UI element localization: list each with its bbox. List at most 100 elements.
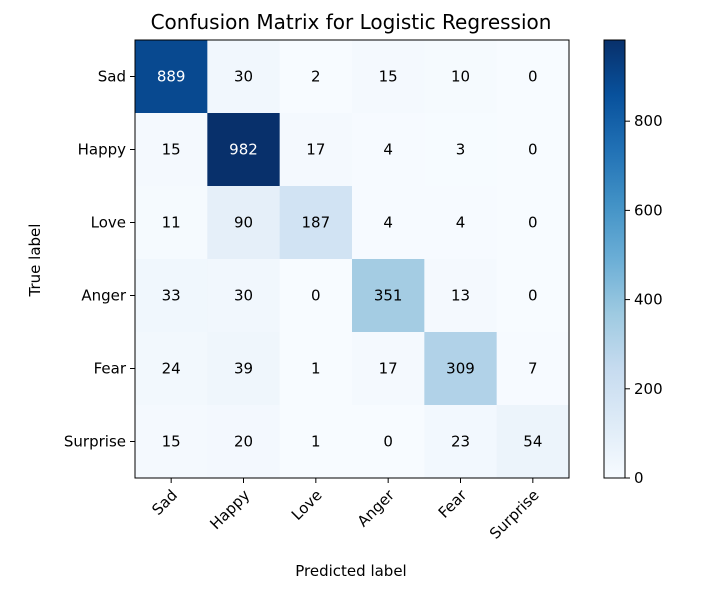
cell-value-label: 982	[229, 141, 258, 159]
y-tick-label: Sad	[98, 68, 126, 86]
x-tick-label: Anger	[354, 486, 399, 531]
heatmap-cell	[207, 259, 281, 333]
cell-value-label: 351	[374, 287, 403, 305]
plot-frame	[134, 39, 570, 479]
cell-value-label: 187	[302, 214, 331, 232]
heatmap-cell	[207, 113, 281, 187]
colorbar-frame	[603, 39, 626, 479]
heatmap-cell	[207, 40, 281, 114]
heatmap-cell	[424, 40, 498, 114]
cell-value-label: 0	[528, 287, 538, 305]
cell-value-label: 0	[528, 141, 538, 159]
cell-value-label: 15	[379, 68, 398, 86]
colorbar-ticks: 0 200 400 600 800	[625, 112, 663, 487]
heatmap-cell	[496, 113, 570, 187]
heatmap-cell	[279, 405, 353, 479]
heatmap-cells: 889 30 2 15 10 015 982 17 4 3 011 90 187 4 4 033 30 0 351 1…	[135, 40, 570, 479]
x-axis-label: Predicted label	[295, 562, 406, 580]
cell-value-label: 13	[451, 287, 470, 305]
cell-value-label: 90	[234, 214, 253, 232]
heatmap-cell	[424, 259, 498, 333]
heatmap-cell	[279, 186, 353, 260]
y-tick-label: Fear	[94, 360, 127, 378]
cell-value-label: 10	[451, 68, 470, 86]
heatmap-cell	[135, 332, 208, 406]
y-axis-label: True label	[26, 224, 44, 298]
heatmap-cell	[279, 259, 353, 333]
colorbar	[604, 40, 625, 478]
cell-value-label: 17	[306, 141, 325, 159]
cell-value-label: 24	[162, 360, 181, 378]
cell-value-label: 3	[456, 141, 466, 159]
cell-value-label: 11	[162, 214, 181, 232]
cell-value-label: 0	[383, 433, 393, 451]
colorbar-tick-label: 800	[634, 112, 663, 130]
x-tick-label: Fear	[435, 486, 471, 522]
heatmap-cell	[424, 332, 498, 406]
cell-value-label: 33	[162, 287, 181, 305]
heatmap-cell	[496, 259, 570, 333]
heatmap-cell	[207, 405, 281, 479]
cell-value-label: 20	[234, 433, 253, 451]
y-tick-label: Surprise	[64, 433, 126, 451]
cell-value-label: 1	[311, 433, 321, 451]
cell-value-label: 309	[446, 360, 475, 378]
heatmap-cell	[352, 332, 425, 406]
heatmap-cell	[135, 40, 208, 114]
cell-value-label: 15	[162, 141, 181, 159]
heatmap-cell	[352, 405, 425, 479]
y-tick-label: Love	[91, 214, 126, 232]
cell-value-label: 30	[234, 68, 253, 86]
heatmap-cell	[279, 332, 353, 406]
heatmap-cell	[496, 405, 570, 479]
cell-value-label: 30	[234, 287, 253, 305]
cell-value-label: 2	[311, 68, 321, 86]
heatmap-cell	[352, 259, 425, 333]
heatmap-cell	[424, 186, 498, 260]
cell-value-label: 54	[523, 433, 542, 451]
heatmap-cell	[352, 40, 425, 114]
heatmap-cell	[496, 40, 570, 114]
x-axis-ticks: Sad Happy Love Anger Fear Surprise	[148, 478, 543, 543]
cell-value-label: 1	[311, 360, 321, 378]
colorbar-tick-label: 600	[634, 201, 663, 219]
heatmap-cell	[424, 405, 498, 479]
heatmap-cell	[135, 113, 208, 187]
heatmap-cell	[352, 113, 425, 187]
x-tick-label: Happy	[206, 486, 253, 533]
x-tick-label: Love	[288, 486, 326, 524]
y-tick-label: Anger	[81, 287, 127, 305]
cell-value-label: 0	[528, 68, 538, 86]
heatmap-cell	[279, 40, 353, 114]
colorbar-tick-label: 400	[634, 291, 663, 309]
heatmap-cell	[135, 259, 208, 333]
y-axis-ticks: Sad Happy Love Anger Fear Surprise	[64, 68, 135, 451]
cell-value-label: 23	[451, 433, 470, 451]
chart-title: Confusion Matrix for Logistic Regression	[151, 10, 552, 34]
cell-value-label: 4	[383, 214, 393, 232]
heatmap-cell	[352, 186, 425, 260]
heatmap-cell	[279, 113, 353, 187]
heatmap-cell	[496, 186, 570, 260]
colorbar-tick-label: 0	[634, 469, 644, 487]
cell-value-label: 17	[379, 360, 398, 378]
cell-value-label: 4	[456, 214, 466, 232]
cell-value-label: 4	[383, 141, 393, 159]
cell-value-label: 15	[162, 433, 181, 451]
heatmap-cell	[207, 332, 281, 406]
x-tick-label: Sad	[148, 486, 181, 519]
colorbar-tick-label: 200	[634, 380, 663, 398]
y-tick-label: Happy	[78, 141, 127, 159]
heatmap-cell	[207, 186, 281, 260]
cell-value-label: 0	[311, 287, 321, 305]
heatmap-cell	[135, 186, 208, 260]
heatmap-cell	[135, 405, 208, 479]
cell-value-label: 39	[234, 360, 253, 378]
heatmap-cell	[496, 332, 570, 406]
x-tick-label: Surprise	[486, 486, 543, 543]
heatmap-cell	[424, 113, 498, 187]
cell-value-label: 889	[157, 68, 186, 86]
cell-value-label: 7	[528, 360, 538, 378]
